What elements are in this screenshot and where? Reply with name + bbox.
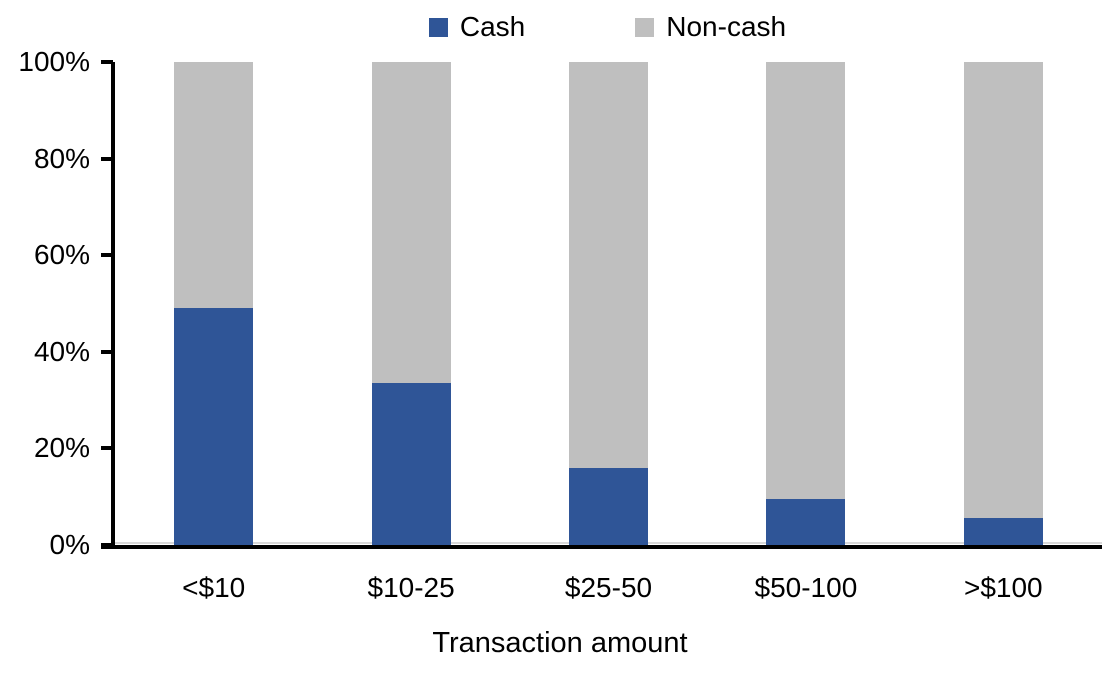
bar-column: [569, 62, 648, 545]
x-axis-title: Transaction amount: [432, 627, 688, 659]
y-tick-mark: [101, 253, 113, 258]
bar-column: [174, 62, 254, 545]
y-tick-mark: [101, 156, 113, 161]
cash-legend-label: Cash: [459, 11, 526, 42]
noncash-segment: [569, 62, 648, 468]
y-axis-line: [111, 62, 115, 549]
cash-segment: [963, 518, 1043, 545]
cash-legend-swatch: [428, 17, 448, 37]
cash-segment: [569, 467, 648, 545]
chart-legend: Cash Non-cash: [113, 10, 1102, 44]
y-tick-mark: [101, 60, 113, 64]
bar-column: [371, 62, 451, 545]
x-tick-label: $10-25: [367, 572, 455, 603]
noncash-segment: [371, 62, 451, 384]
x-tick-label: >$100: [963, 572, 1043, 603]
noncash-segment: [174, 62, 254, 309]
cash-segment: [766, 499, 846, 545]
legend-item-non-cash: Non-cash: [635, 10, 786, 44]
y-tick-label: 40%: [33, 335, 90, 367]
non-cash-legend-swatch: [635, 17, 655, 37]
cash-segment: [371, 383, 451, 545]
y-tick-label: 60%: [33, 239, 90, 271]
non-cash-legend-label: Non-cash: [666, 11, 787, 42]
y-tick-mark: [101, 446, 113, 451]
cash-segment: [174, 308, 254, 545]
y-tick-label: 80%: [33, 142, 90, 174]
plot-area: [115, 62, 1102, 545]
legend-item-cash: Cash: [428, 10, 526, 44]
x-tick-label: $50-100: [754, 572, 858, 603]
y-tick-mark: [101, 349, 113, 354]
noncash-segment: [766, 62, 846, 500]
y-tick-label: 20%: [33, 432, 90, 464]
x-tick-label: <$10: [182, 572, 246, 603]
x-axis-line: [101, 545, 1102, 549]
x-tick-label: $25-50: [564, 572, 653, 603]
noncash-segment: [963, 62, 1043, 519]
bar-column: [963, 62, 1043, 545]
y-tick-label: 100%: [18, 46, 90, 77]
y-tick-label: 0%: [49, 529, 90, 560]
bar-column: [766, 62, 846, 545]
